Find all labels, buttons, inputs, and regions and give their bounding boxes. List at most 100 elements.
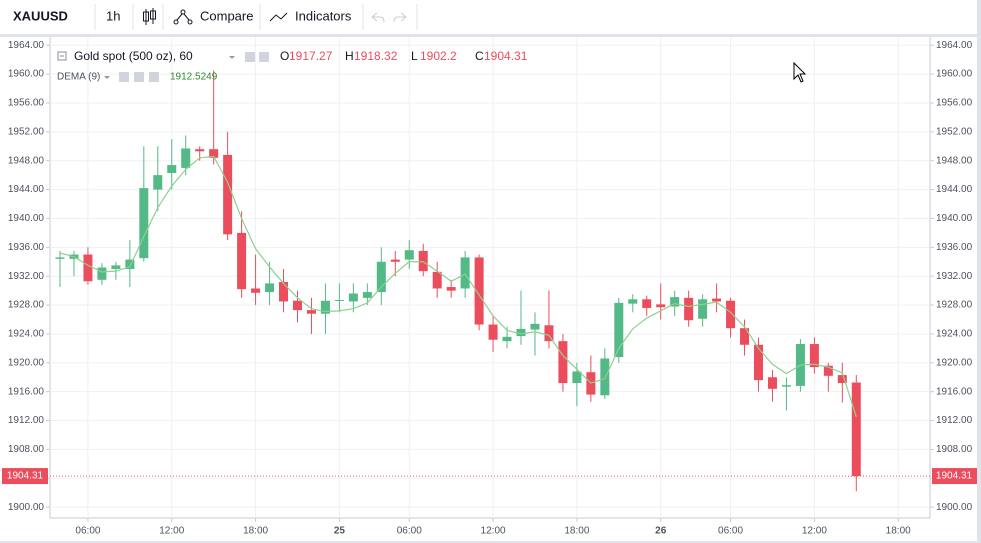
candle-body [781,385,791,387]
y-tick-label-right: 1916.00 [936,386,973,397]
candle-body [460,257,470,289]
candle-body [251,288,261,293]
ohlc-value: 1918.32 [354,49,398,63]
candle-body [209,149,219,158]
candle-body [446,287,456,291]
candle-body [97,267,107,280]
candle-body [167,165,177,173]
y-tick-label-right: 1960.00 [936,69,973,80]
y-tick-label-right: 1932.00 [936,271,973,282]
last-price-box [932,468,977,485]
candle-body [279,281,289,302]
y-tick-label: 1936.00 [8,242,45,253]
y-tick-label: 1916.00 [8,386,45,397]
compare-button[interactable]: Compare [200,8,253,23]
candle-body [348,293,358,302]
indicator-icon [119,72,129,82]
candle-body [851,382,861,477]
candle-body [530,323,540,330]
y-tick-label-right: 1952.00 [936,126,973,137]
collapse-icon [57,51,67,61]
candle-body [656,304,666,308]
y-tick-label: 1952.00 [8,126,45,137]
y-tick-label: 1960.00 [8,69,45,80]
x-tick-label: 26 [655,526,667,537]
indicators-icon[interactable] [269,12,288,22]
x-tick-label: 18:00 [886,526,911,537]
candle-body [628,299,638,304]
candle-body [418,250,428,272]
chart-background [0,37,977,541]
x-tick-label: 18:00 [243,526,268,537]
ohlc-label: H [345,49,354,63]
candle-body [754,344,763,381]
y-tick-label: 1908.00 [8,444,45,455]
candle-body [684,297,694,321]
dema-line [59,155,857,417]
y-tick-label-right: 1924.00 [936,329,973,340]
indicators-button[interactable]: Indicators [295,8,352,23]
x-tick-label: 18:00 [564,526,589,537]
candle-body [432,271,442,289]
x-tick-label: 06:00 [397,526,422,537]
y-tick-label-right: 1940.00 [936,213,973,224]
ohlc-label: C [475,49,484,63]
candle-body [223,154,233,235]
candle-body [265,283,275,293]
candle-body [139,188,149,259]
ohlc-value: 1904.31 [484,49,528,63]
y-tick-label: 1940.00 [8,213,45,224]
x-tick-label: 12:00 [159,526,184,537]
candle-body [334,300,344,302]
candle-body [767,377,777,389]
chart-type-icon[interactable] [143,8,156,25]
interval[interactable]: 1h [106,8,120,23]
y-tick-label-right: 1928.00 [936,300,973,311]
x-tick-label: 06:00 [718,526,743,537]
candle-body [698,299,708,319]
y-tick-label: 1924.00 [8,329,45,340]
ohlc-label: O [280,49,289,63]
last-price-label: 1904.31 [7,471,44,482]
indicator-value: 1912.5249 [170,72,218,83]
close-icon [259,52,269,62]
candle-body [823,365,833,376]
toolbar: XAUUSD 1h Compare Indicators [0,0,977,35]
y-tick-label-right: 1900.00 [936,502,973,513]
y-tick-label: 1920.00 [8,357,45,368]
series-title: Gold spot (500 oz), 60 [74,49,193,63]
candle-body [153,175,163,190]
candle-body [474,257,484,325]
candle-body [390,259,400,262]
indicator-icon [149,72,159,82]
candle-body [726,300,736,329]
y-tick-label-right: 1948.00 [936,155,973,166]
settings-icon [245,52,255,62]
candle-body [670,297,680,307]
candle-body [544,325,554,342]
compare-icon[interactable] [173,9,193,25]
candle-body [837,375,847,384]
y-tick-label-right: 1964.00 [936,40,973,51]
y-tick-label: 1944.00 [8,184,45,195]
candle-body [195,149,205,152]
candle-body [600,358,610,396]
candle-body [181,148,191,168]
x-tick-label: 12:00 [481,526,506,537]
candle-body [320,300,330,314]
candle-body [306,310,316,314]
y-tick-label: 1956.00 [8,98,45,109]
candle-body [111,265,121,269]
undo-button[interactable] [371,12,385,23]
candle-body [488,324,498,340]
mouse-cursor [793,61,807,83]
indicator-title: DEMA (9) [57,72,100,83]
candle-body [237,232,247,290]
dropdown-icon [104,76,110,79]
toolbar-svg: XAUUSD 1h Compare Indicators [13,4,418,30]
candle-body [292,300,302,311]
redo-button[interactable] [393,12,407,23]
symbol[interactable]: XAUUSD [13,8,68,23]
candle-body [125,259,135,269]
